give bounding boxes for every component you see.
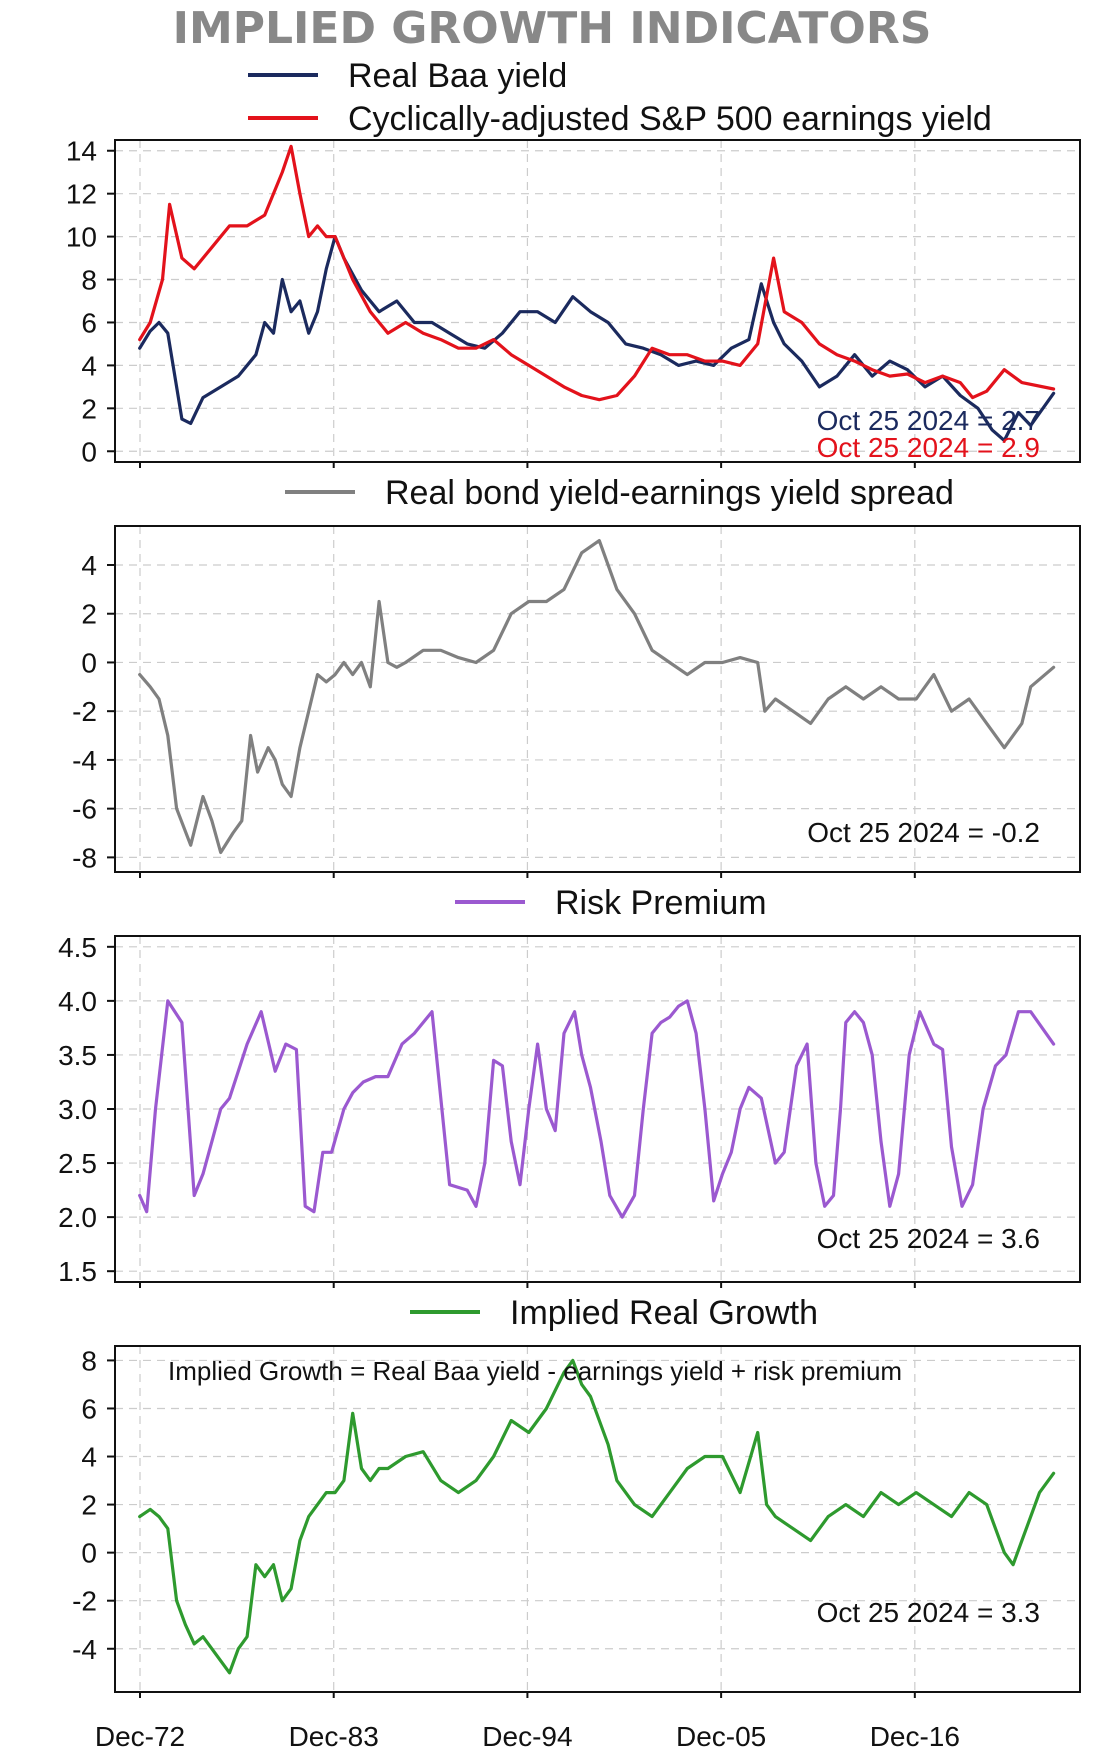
x-axis-tick-labels: Dec-72 Dec-83 Dec-94 Dec-05 Dec-16 <box>95 1721 960 1752</box>
y-tick-label: 4.0 <box>58 986 97 1017</box>
y-tick-label: 2 <box>81 599 97 630</box>
plot-frame <box>114 935 1081 1283</box>
legend-label-real-baa: Real Baa yield <box>348 57 567 95</box>
plot-frame <box>114 1345 1081 1693</box>
y-tick-label: 8 <box>81 265 97 296</box>
y-tick-label: 2.5 <box>58 1148 97 1179</box>
annotation-earnings-yield-latest: Oct 25 2024 = 2.9 <box>817 432 1040 463</box>
plot-frame <box>114 139 1081 463</box>
y-tick-label: 8 <box>81 1345 97 1376</box>
y-tick-label: -6 <box>72 794 97 825</box>
panel-spread: -8 -6 -4 -2 0 2 4 <box>72 525 1081 878</box>
y-tick-label: 14 <box>66 136 97 167</box>
x-tick-label: Dec-83 <box>289 1721 379 1752</box>
annotation-growth-latest: Oct 25 2024 = 3.3 <box>817 1597 1040 1628</box>
y-tick-label: 4 <box>81 350 97 381</box>
legend-label-risk-premium: Risk Premium <box>555 884 767 922</box>
y-tick-label: 2 <box>81 1490 97 1521</box>
y-tick-label: -4 <box>72 1634 97 1665</box>
series-line-spread <box>138 539 1056 855</box>
annotation-growth-formula: Implied Growth = Real Baa yield - earnin… <box>168 1356 902 1386</box>
y-tick-label: 10 <box>66 222 97 253</box>
y-tick-label: 3.0 <box>58 1094 97 1125</box>
series-line-real-baa <box>138 235 1056 443</box>
y-tick-label: 6 <box>81 307 97 338</box>
y-tick-label: 2.0 <box>58 1202 97 1233</box>
series-line-earnings-yield <box>138 144 1056 402</box>
y-tick-label: -4 <box>72 745 97 776</box>
legend-label-spread: Real bond yield-earnings yield spread <box>385 474 954 512</box>
x-tick-label: Dec-72 <box>95 1721 185 1752</box>
y-tick-label: 0 <box>81 1538 97 1569</box>
panel-implied-growth: -4 -2 0 2 4 6 8 <box>72 1345 1081 1698</box>
y-tick-label: 1.5 <box>58 1256 97 1287</box>
annotation-risk-premium-latest: Oct 25 2024 = 3.6 <box>817 1223 1040 1254</box>
y-tick-label: 12 <box>66 179 97 210</box>
series-line-risk-premium <box>138 999 1056 1219</box>
plot-frame <box>114 525 1081 873</box>
y-tick-label: 4 <box>81 1442 97 1473</box>
annotation-real-baa-latest: Oct 25 2024 = 2.7 <box>817 405 1040 436</box>
y-tick-label: 4.5 <box>58 932 97 963</box>
chart-title: IMPLIED GROWTH INDICATORS <box>173 3 932 54</box>
y-tick-label: -8 <box>72 842 97 873</box>
x-tick-label: Dec-05 <box>676 1721 766 1752</box>
series-line-growth <box>138 1358 1056 1675</box>
legend-label-growth: Implied Real Growth <box>510 1294 818 1332</box>
x-tick-label: Dec-16 <box>870 1721 960 1752</box>
y-tick-label: -2 <box>72 696 97 727</box>
y-tick-label: 3.5 <box>58 1040 97 1071</box>
y-tick-label: -2 <box>72 1586 97 1617</box>
y-tick-label: 2 <box>81 393 97 424</box>
y-tick-label: 0 <box>81 436 97 467</box>
y-tick-label: 0 <box>81 647 97 678</box>
y-tick-label: 6 <box>81 1393 97 1424</box>
y-tick-label: 4 <box>81 550 97 581</box>
panel-yields: 0 2 4 6 8 10 12 14 <box>66 136 1081 468</box>
x-tick-label: Dec-94 <box>482 1721 572 1752</box>
legend-label-earnings-yield: Cyclically-adjusted S&P 500 earnings yie… <box>348 100 992 138</box>
panel-risk-premium: 1.5 2.0 2.5 3.0 3.5 4.0 4.5 <box>58 932 1081 1288</box>
annotation-spread-latest: Oct 25 2024 = -0.2 <box>807 817 1040 848</box>
